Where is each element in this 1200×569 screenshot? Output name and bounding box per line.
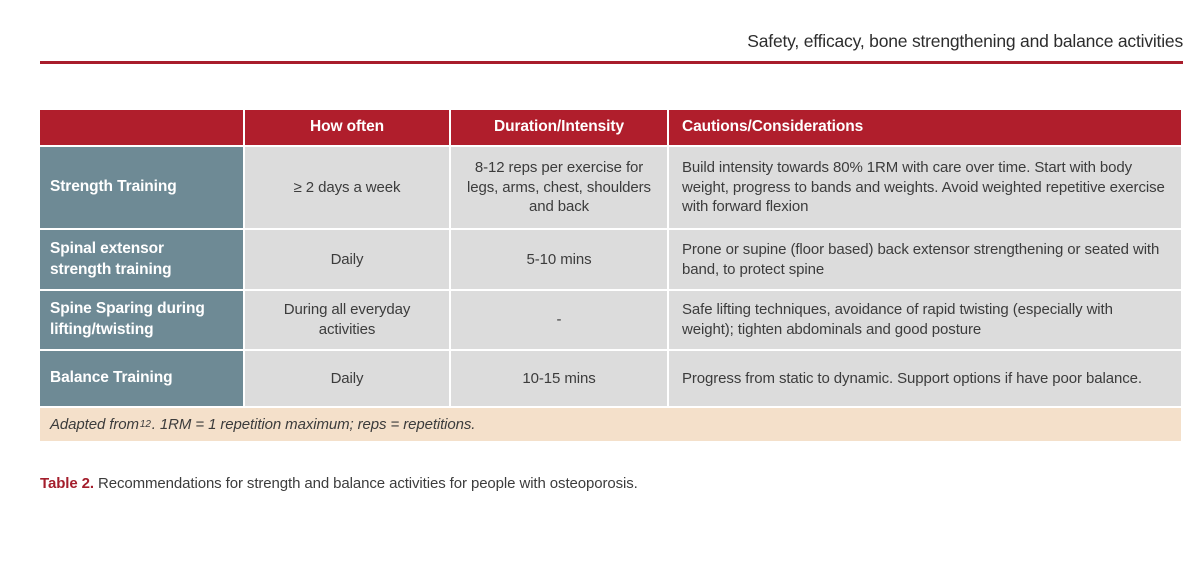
running-header-title: Safety, efficacy, bone strengthening and… — [747, 31, 1183, 51]
table-row-activity: Spine Sparing during lifting/twisting — [40, 291, 243, 349]
table-row-how-often: During all everyday activities — [245, 291, 449, 349]
table-caption-text: Recommendations for strength and balance… — [93, 475, 638, 492]
table-row-how-often: Daily — [245, 230, 449, 289]
footnote-suffix: . 1RM = 1 repetition maximum; reps = rep… — [151, 415, 476, 433]
table-row-cautions: Prone or supine (floor based) back exten… — [669, 230, 1181, 289]
running-header: Safety, efficacy, bone strengthening and… — [40, 0, 1183, 64]
footnote-prefix: Adapted from — [50, 415, 139, 433]
table-row-duration: 8-12 reps per exercise for legs, arms, c… — [451, 147, 667, 228]
table-footnote: Adapted from 12. 1RM = 1 repetition maxi… — [40, 408, 1181, 441]
table-row-cautions: Safe lifting techniques, avoidance of ra… — [669, 291, 1181, 349]
table-row-activity: Strength Training — [40, 147, 243, 228]
table-row-duration: 10-15 mins — [451, 351, 667, 406]
table-row-activity: Spinal extensor strength training — [40, 230, 243, 289]
table-row-cautions: Progress from static to dynamic. Support… — [669, 351, 1181, 406]
table-row-how-often: Daily — [245, 351, 449, 406]
table-header-cautions: Cautions/Considerations — [669, 110, 1181, 145]
table-header-empty — [40, 110, 243, 145]
table-header-how-often: How often — [245, 110, 449, 145]
table-caption: Table 2. Recommendations for strength an… — [40, 475, 638, 492]
table-row-duration: - — [451, 291, 667, 349]
header-rule — [40, 61, 1183, 64]
table-row-activity: Balance Training — [40, 351, 243, 406]
table-row-how-often: ≥ 2 days a week — [245, 147, 449, 228]
table-header-duration-intensity: Duration/Intensity — [451, 110, 667, 145]
table-caption-label: Table 2. — [40, 475, 94, 492]
table-row-cautions: Build intensity towards 80% 1RM with car… — [669, 147, 1181, 228]
recommendations-table: How often Duration/Intensity Cautions/Co… — [40, 110, 1181, 441]
table-row-duration: 5-10 mins — [451, 230, 667, 289]
